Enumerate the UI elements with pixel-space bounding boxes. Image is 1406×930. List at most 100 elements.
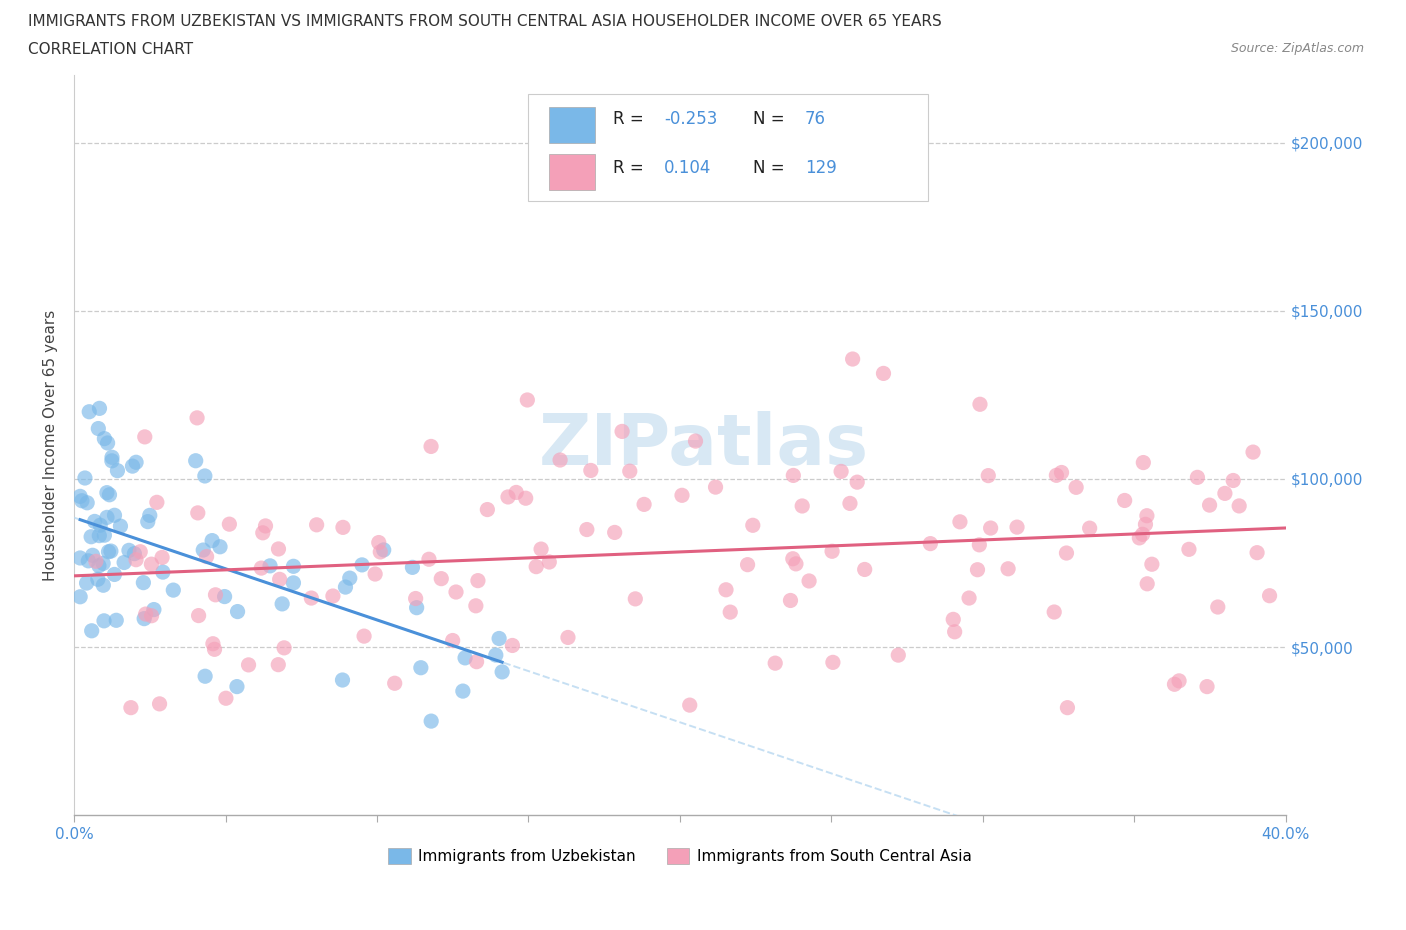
Point — [943, 624, 966, 639]
Point — [96, 485, 118, 500]
Point — [125, 455, 148, 470]
Point — [208, 539, 231, 554]
Point — [496, 489, 519, 504]
Point — [782, 551, 804, 566]
Point — [1187, 470, 1209, 485]
Point — [841, 352, 863, 366]
Point — [420, 713, 443, 728]
Y-axis label: Householder Income Over 65 years: Householder Income Over 65 years — [44, 310, 58, 581]
Point — [821, 655, 844, 670]
Point — [134, 611, 156, 626]
Point — [121, 458, 143, 473]
Point — [1005, 520, 1028, 535]
Point — [226, 604, 249, 619]
Point — [76, 496, 98, 511]
Point — [619, 464, 641, 479]
Point — [339, 571, 361, 586]
Point — [1128, 530, 1150, 545]
Point — [283, 559, 305, 574]
Point — [839, 496, 862, 511]
Point — [524, 559, 547, 574]
Point — [704, 480, 727, 495]
Point — [949, 514, 972, 529]
Point — [1206, 600, 1229, 615]
Point — [134, 430, 156, 445]
Point — [737, 557, 759, 572]
Point — [969, 538, 991, 552]
Point — [87, 558, 110, 573]
Point — [1135, 517, 1157, 532]
Point — [332, 520, 354, 535]
Point — [135, 606, 157, 621]
Point — [491, 664, 513, 679]
Point — [267, 658, 290, 672]
Point — [69, 590, 91, 604]
Point — [1136, 577, 1159, 591]
Point — [186, 410, 208, 425]
Point — [373, 542, 395, 557]
Point — [1043, 604, 1066, 619]
Point — [100, 544, 122, 559]
Text: 129: 129 — [804, 158, 837, 177]
Point — [1258, 589, 1281, 604]
Point — [714, 582, 737, 597]
Point — [872, 366, 894, 381]
Point — [942, 612, 965, 627]
Point — [515, 491, 537, 506]
Point — [846, 474, 869, 489]
Point — [87, 572, 110, 587]
Point — [267, 541, 290, 556]
Point — [91, 578, 114, 592]
Point — [125, 552, 148, 567]
Point — [444, 585, 467, 600]
Point — [557, 630, 579, 644]
Point — [80, 623, 103, 638]
Point — [305, 517, 328, 532]
Point — [184, 453, 207, 468]
Point — [187, 505, 209, 520]
Point — [120, 700, 142, 715]
Text: 76: 76 — [804, 110, 825, 127]
Point — [696, 186, 718, 201]
Point — [575, 522, 598, 537]
Point — [364, 566, 387, 581]
Point — [93, 432, 115, 446]
Point — [269, 572, 291, 587]
Point — [420, 439, 443, 454]
Point — [384, 676, 406, 691]
Point — [451, 684, 474, 698]
Point — [671, 488, 693, 503]
Point — [782, 468, 804, 483]
Point — [1195, 679, 1218, 694]
Point — [454, 650, 477, 665]
Point — [271, 596, 294, 611]
Point — [148, 697, 170, 711]
Point — [467, 573, 489, 588]
Point — [1114, 493, 1136, 508]
Point — [1056, 700, 1078, 715]
Point — [353, 629, 375, 644]
Point — [204, 642, 226, 657]
Point — [80, 529, 103, 544]
Point — [969, 397, 991, 412]
Point — [93, 614, 115, 629]
Point — [146, 495, 169, 510]
Point — [69, 489, 91, 504]
Point — [129, 544, 152, 559]
Point — [538, 554, 561, 569]
Point — [195, 549, 218, 564]
Point — [350, 557, 373, 572]
Point — [215, 691, 238, 706]
Point — [741, 518, 763, 533]
Point — [226, 679, 249, 694]
Point — [70, 493, 93, 508]
Point — [1227, 498, 1250, 513]
Point — [141, 608, 163, 623]
Point — [97, 544, 120, 559]
Point — [1213, 486, 1236, 501]
Point — [89, 401, 111, 416]
Point — [332, 672, 354, 687]
Point — [505, 485, 527, 500]
Point — [152, 565, 174, 579]
Text: N =: N = — [752, 158, 789, 177]
